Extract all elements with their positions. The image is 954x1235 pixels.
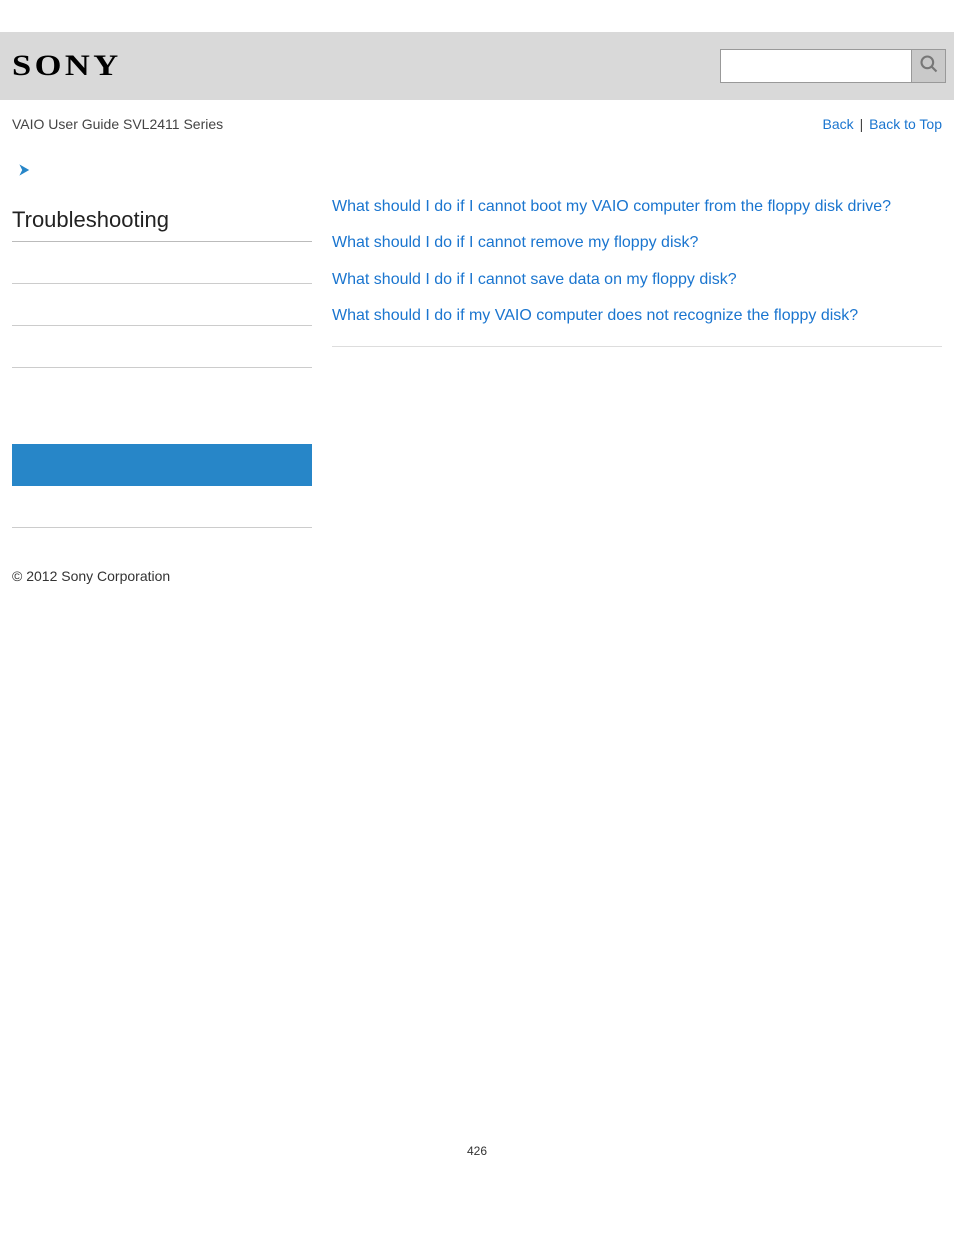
content-divider	[332, 346, 942, 347]
page-number: 426	[0, 1144, 954, 1178]
search-button[interactable]	[912, 49, 946, 83]
chevron-right-icon	[12, 160, 312, 183]
search-box	[720, 49, 946, 83]
sony-logo: SONY	[12, 49, 122, 83]
faq-link[interactable]: What should I do if I cannot save data o…	[332, 269, 942, 291]
sidebar-item[interactable]	[12, 368, 312, 444]
sidebar-item-active[interactable]	[12, 444, 312, 486]
sub-header: VAIO User Guide SVL2411 Series Back | Ba…	[0, 100, 954, 140]
copyright-text: © 2012 Sony Corporation	[12, 568, 170, 584]
search-input[interactable]	[720, 49, 912, 83]
nav-separator: |	[860, 116, 864, 132]
search-icon	[919, 54, 939, 79]
back-to-top-link[interactable]: Back to Top	[869, 116, 942, 132]
nav-links: Back | Back to Top	[823, 116, 942, 132]
sidebar-item[interactable]	[12, 326, 312, 368]
content-area: Troubleshooting What should I do if I ca…	[0, 140, 954, 528]
faq-link[interactable]: What should I do if I cannot boot my VAI…	[332, 196, 942, 218]
sidebar: Troubleshooting	[12, 160, 312, 528]
faq-link[interactable]: What should I do if I cannot remove my f…	[332, 232, 942, 254]
sidebar-item[interactable]	[12, 242, 312, 284]
header-bar: SONY	[0, 32, 954, 100]
guide-title: VAIO User Guide SVL2411 Series	[12, 116, 223, 132]
sidebar-item[interactable]	[12, 284, 312, 326]
sidebar-title: Troubleshooting	[12, 207, 312, 242]
sidebar-item[interactable]	[12, 486, 312, 528]
main-content: What should I do if I cannot boot my VAI…	[332, 160, 942, 528]
faq-link[interactable]: What should I do if my VAIO computer doe…	[332, 305, 942, 327]
back-link[interactable]: Back	[823, 116, 854, 132]
footer: © 2012 Sony Corporation	[0, 528, 954, 584]
